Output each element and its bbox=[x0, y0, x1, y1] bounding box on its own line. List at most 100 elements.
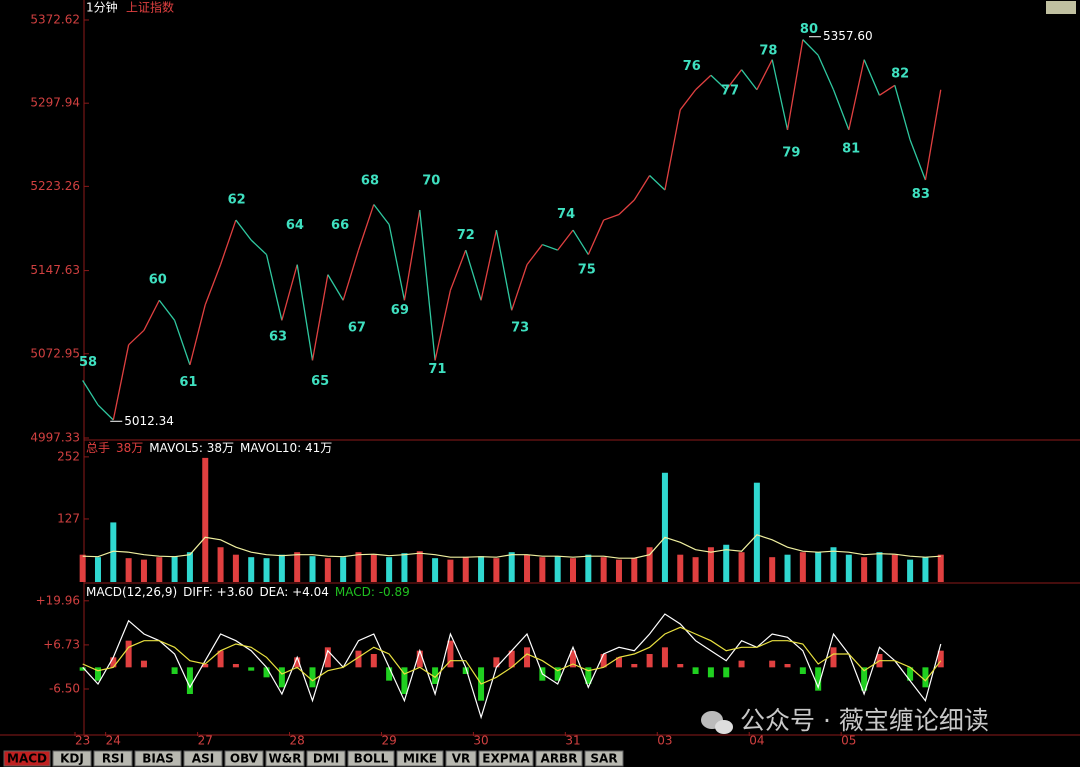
volume-bar bbox=[661, 472, 668, 582]
tab-label[interactable]: BIAS bbox=[142, 752, 174, 766]
macd-bar bbox=[493, 657, 500, 668]
price-segment bbox=[603, 213, 620, 221]
y-tick-label: 5223.26 bbox=[30, 179, 80, 193]
wave-label: 62 bbox=[228, 193, 246, 208]
volume-bar bbox=[937, 554, 944, 582]
tab-label[interactable]: ARBR bbox=[541, 752, 578, 766]
watermark-icon bbox=[701, 711, 733, 734]
watermark: 公众号 · 薇宝缠论细读 bbox=[740, 706, 989, 735]
price-segment bbox=[189, 304, 206, 366]
price-segment bbox=[82, 380, 99, 406]
price-segment bbox=[526, 244, 543, 266]
volume-bar bbox=[202, 457, 209, 582]
tab[interactable] bbox=[183, 750, 223, 767]
price-segment bbox=[771, 59, 789, 130]
tab[interactable] bbox=[306, 750, 346, 767]
price-segment bbox=[879, 84, 896, 96]
volume-bar bbox=[677, 554, 684, 582]
macd-bar bbox=[631, 664, 638, 668]
x-tick-label: 05 bbox=[841, 734, 856, 748]
readout: DIFF: +3.60 bbox=[183, 585, 253, 599]
price-segment bbox=[618, 199, 635, 215]
tab[interactable] bbox=[93, 750, 133, 767]
x-tick-label: 04 bbox=[749, 734, 764, 748]
tab-label[interactable]: VR bbox=[452, 752, 471, 766]
macd-bar bbox=[370, 654, 377, 668]
macd-bar bbox=[907, 667, 914, 681]
wave-label: 68 bbox=[361, 174, 379, 189]
tab[interactable] bbox=[52, 750, 92, 767]
volume-bar bbox=[554, 556, 561, 582]
x-tick-label: 28 bbox=[290, 734, 305, 748]
price-segment bbox=[495, 229, 513, 311]
tab[interactable] bbox=[478, 750, 534, 767]
price-segment bbox=[572, 229, 589, 255]
wave-label: 81 bbox=[842, 141, 860, 156]
macd-bar bbox=[554, 667, 561, 681]
macd-bar bbox=[432, 667, 439, 684]
tab[interactable] bbox=[347, 750, 395, 767]
tab-label[interactable]: DMI bbox=[313, 752, 339, 766]
y-tick-label: +19.96 bbox=[36, 593, 80, 607]
x-tick-label: 29 bbox=[381, 734, 396, 748]
macd-bar bbox=[524, 647, 531, 668]
macd-bar bbox=[294, 657, 301, 668]
macd-bar bbox=[646, 654, 653, 668]
price-segment bbox=[388, 224, 406, 301]
volume-bar bbox=[723, 544, 730, 582]
tab[interactable] bbox=[3, 750, 51, 767]
volume-bar bbox=[156, 557, 163, 582]
volume-bar bbox=[278, 554, 285, 582]
tab[interactable] bbox=[134, 750, 182, 767]
tab[interactable] bbox=[265, 750, 305, 767]
tab[interactable] bbox=[396, 750, 444, 767]
macd-bar bbox=[738, 660, 745, 668]
price-segment bbox=[542, 243, 558, 251]
volume-bar bbox=[386, 557, 393, 582]
tab-label[interactable]: BOLL bbox=[354, 752, 389, 766]
macd-bar bbox=[585, 667, 592, 684]
wave-label: 64 bbox=[286, 218, 304, 233]
readout: DEA: +4.04 bbox=[259, 585, 328, 599]
wave-label: 77 bbox=[721, 83, 739, 98]
tab-label[interactable]: W&R bbox=[269, 752, 302, 766]
volume-bar bbox=[370, 554, 377, 582]
tab[interactable] bbox=[445, 750, 477, 767]
tab-label[interactable]: MIKE bbox=[403, 752, 437, 766]
readout: MAVOL10: 41万 bbox=[240, 441, 332, 455]
tab[interactable] bbox=[535, 750, 583, 767]
tab-label[interactable]: KDJ bbox=[60, 752, 84, 766]
window-buttons[interactable] bbox=[1046, 1, 1076, 14]
tab[interactable] bbox=[224, 750, 264, 767]
symbol: 上证指数 bbox=[126, 0, 174, 15]
price-segment bbox=[649, 175, 666, 191]
tab-label[interactable]: RSI bbox=[102, 752, 124, 766]
macd-bar bbox=[447, 640, 454, 668]
tab-label[interactable]: MACD bbox=[7, 752, 47, 766]
price-segment bbox=[357, 204, 375, 251]
price-segment bbox=[97, 404, 114, 421]
price-segment bbox=[403, 209, 421, 301]
volume-bar bbox=[447, 559, 454, 582]
price-segment bbox=[434, 290, 452, 361]
wave-label: 80 bbox=[800, 22, 818, 37]
y-tick-label: 4997.33 bbox=[30, 431, 80, 445]
x-tick-label: 23 bbox=[75, 734, 90, 748]
price-segment bbox=[587, 219, 605, 255]
volume-bar bbox=[799, 552, 806, 582]
tab-label[interactable]: OBV bbox=[230, 752, 259, 766]
price-segment bbox=[311, 274, 329, 361]
tab[interactable] bbox=[584, 750, 624, 767]
macd-bar bbox=[615, 657, 622, 668]
wave-label: 58 bbox=[79, 355, 97, 370]
volume-bar bbox=[508, 552, 515, 582]
price-segment bbox=[265, 254, 283, 321]
tab-label[interactable]: SAR bbox=[590, 752, 617, 766]
macd-bar bbox=[248, 667, 255, 671]
tab-label[interactable]: ASI bbox=[192, 752, 214, 766]
price-segment bbox=[710, 74, 727, 91]
x-tick-label: 03 bbox=[657, 734, 672, 748]
tab-label[interactable]: EXPMA bbox=[482, 752, 530, 766]
